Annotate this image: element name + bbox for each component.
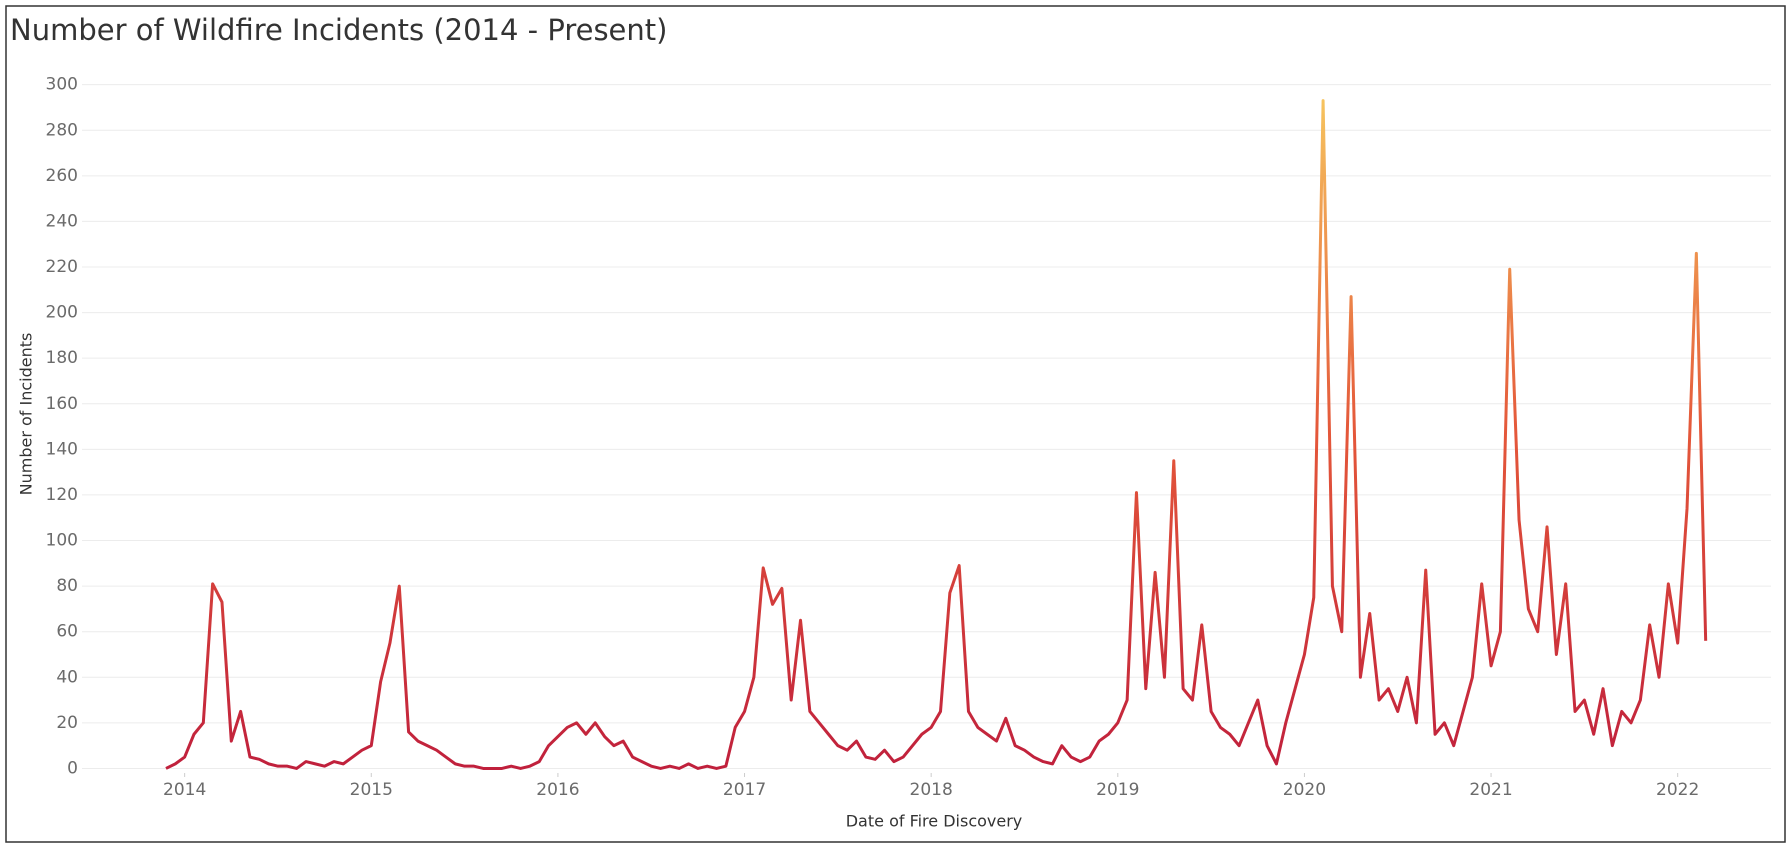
y-tick-label: 40	[56, 667, 78, 687]
y-tick-label: 180	[46, 348, 78, 368]
chart-title: Number of Wildfire Incidents (2014 - Pre…	[10, 13, 667, 47]
data-line	[165, 99, 1708, 770]
x-axis-title: Date of Fire Discovery	[846, 812, 1023, 831]
x-tick-label: 2020	[1283, 780, 1326, 800]
y-tick-label: 220	[46, 257, 78, 277]
y-tick-label: 280	[46, 120, 78, 140]
x-tick-label: 2022	[1656, 780, 1699, 800]
frame	[5, 5, 1786, 843]
x-tick-label: 2018	[910, 780, 953, 800]
x-tick-label: 2017	[723, 780, 766, 800]
y-tick-label: 300	[46, 75, 78, 95]
y-tick-label: 0	[67, 758, 78, 778]
y-tick-label: 140	[46, 439, 78, 459]
y-tick-label: 200	[46, 303, 78, 323]
x-tick-label: 2021	[1469, 780, 1512, 800]
y-tick-label: 100	[46, 531, 78, 551]
x-tick-label: 2014	[163, 780, 206, 800]
y-tick-label: 260	[46, 166, 78, 186]
x-tick-label: 2015	[350, 780, 393, 800]
y-axis-title: Number of Incidents	[17, 333, 36, 496]
y-tick-label: 120	[46, 485, 78, 505]
y-tick-label: 20	[56, 713, 78, 733]
y-tick-label: 80	[56, 576, 78, 596]
x-tick-label: 2019	[1096, 780, 1139, 800]
x-tick-label: 2016	[536, 780, 579, 800]
y-tick-label: 60	[56, 622, 78, 642]
y-tick-label: 160	[46, 394, 78, 414]
y-tick-label: 240	[46, 211, 78, 231]
